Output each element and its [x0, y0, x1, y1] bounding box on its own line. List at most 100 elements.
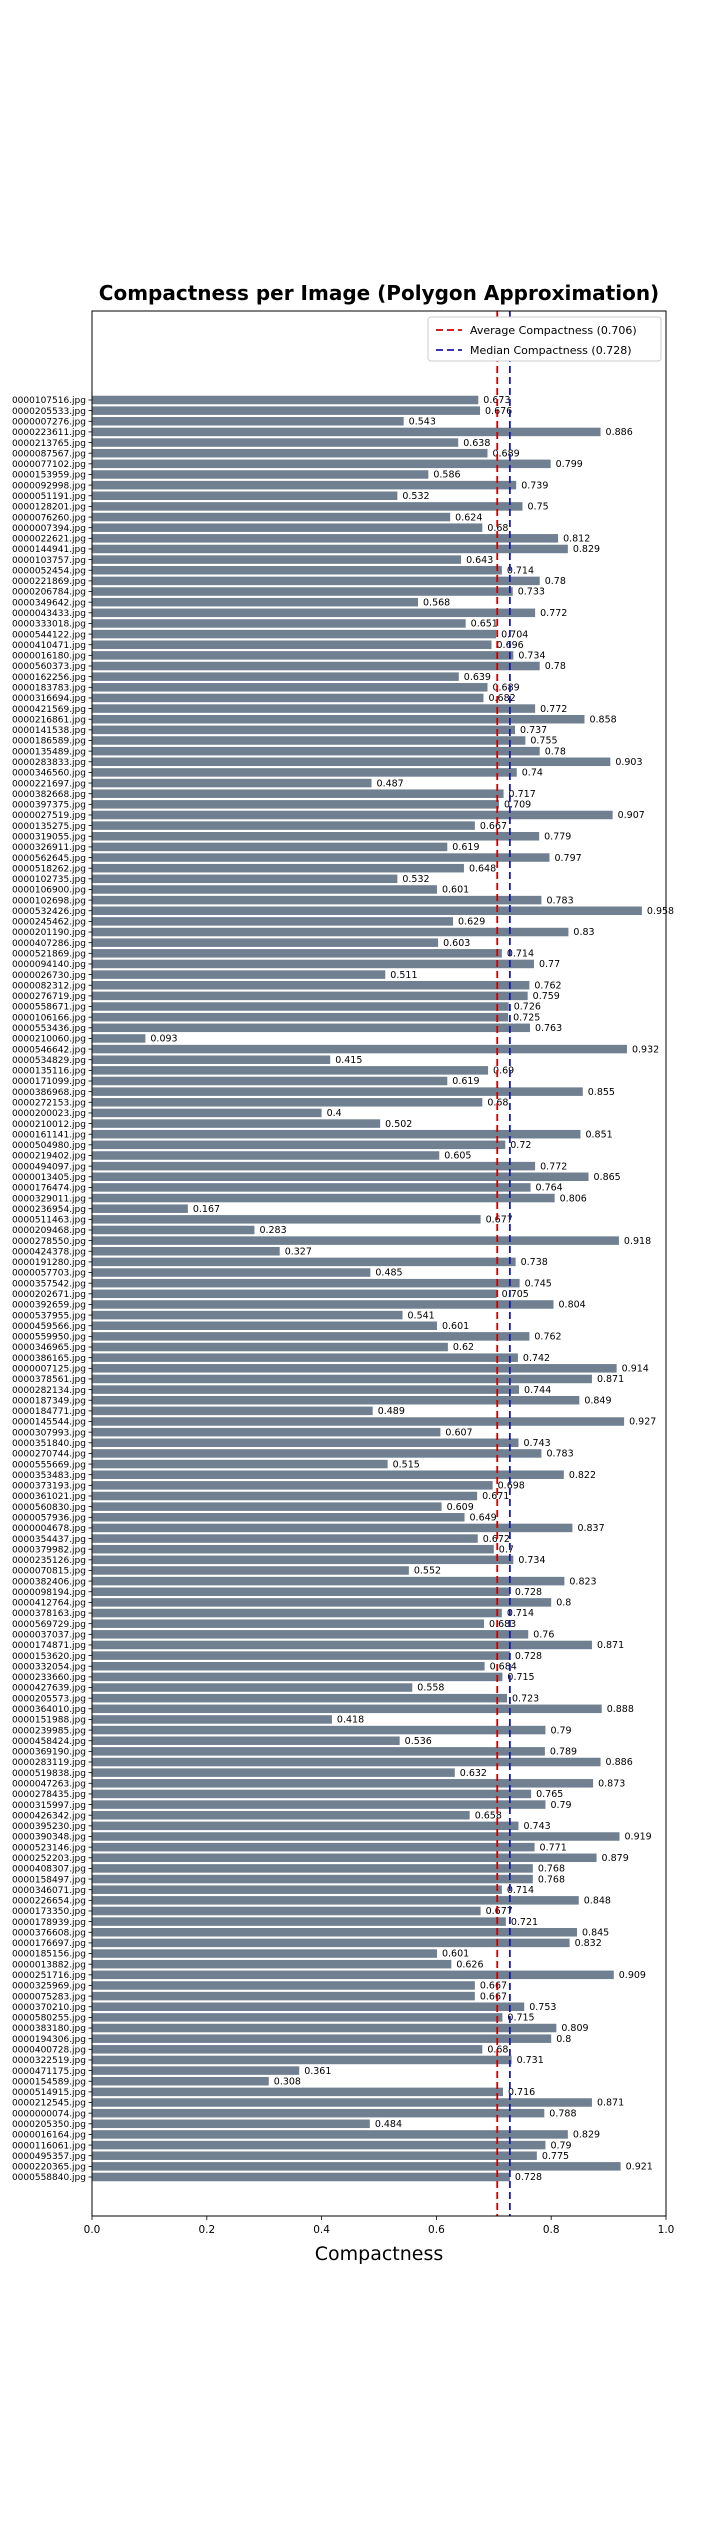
bar [92, 470, 429, 479]
bar-value-label: 0.772 [540, 608, 567, 619]
category-tick-label: 0000283833.jpg [12, 758, 86, 768]
bar [92, 980, 530, 990]
category-tick-label: 0000216861.jpg [12, 715, 86, 725]
bar [92, 1725, 546, 1735]
category-tick-label: 0000386968.jpg [12, 1088, 86, 1098]
bar-value-label: 0.484 [375, 2119, 402, 2130]
bar-value-label: 0.728 [515, 2172, 542, 2183]
bar [92, 2045, 483, 2054]
category-tick-label: 0000319055.jpg [12, 832, 86, 842]
bar-value-label: 0.871 [597, 2098, 624, 2109]
bar-value-label: 0.865 [594, 1172, 621, 1183]
category-tick-label: 0000307993.jpg [12, 1428, 86, 1438]
category-tick-label: 0000382668.jpg [12, 790, 86, 800]
bar-value-label: 0.689 [492, 683, 519, 694]
bar [92, 1683, 413, 1692]
category-tick-label: 0000221697.jpg [12, 779, 86, 789]
category-tick-label: 0000200023.jpg [12, 1109, 86, 1119]
category-tick-label: 0000183783.jpg [12, 684, 86, 694]
category-tick-label: 0000153959.jpg [12, 471, 86, 481]
bar [92, 1225, 255, 1235]
bar [92, 2076, 269, 2086]
bar-value-label: 0.327 [285, 1246, 312, 1257]
category-tick-label: 0000235126.jpg [12, 1556, 86, 1566]
bar-value-label: 0.511 [390, 970, 417, 981]
category-tick-label: 0000171099.jpg [12, 1077, 86, 1087]
bar [92, 1832, 620, 1841]
bar [92, 1491, 478, 1501]
bar-value-label: 0.921 [626, 2162, 653, 2173]
category-tick-label: 0000471175.jpg [12, 2067, 86, 2077]
category-tick-label: 0000559950.jpg [12, 1333, 86, 1343]
bar [92, 1853, 597, 1863]
category-tick-label: 0000052454.jpg [12, 566, 86, 576]
category-tick-label: 0000282134.jpg [12, 1386, 86, 1396]
bar [92, 1608, 502, 1618]
bar [92, 523, 483, 532]
category-tick-label: 0000135489.jpg [12, 747, 86, 757]
category-tick-label: 0000187349.jpg [12, 1396, 86, 1406]
bar [92, 1800, 546, 1809]
bar-value-label: 0.772 [540, 1161, 567, 1172]
bar-value-label: 0.855 [588, 1087, 615, 1098]
category-tick-label: 0000569729.jpg [12, 1620, 86, 1630]
bar-value-label: 0.643 [466, 555, 493, 566]
bar [92, 438, 459, 447]
bar-value-label: 0.624 [455, 512, 482, 523]
bar-value-label: 0.667 [480, 821, 507, 832]
category-tick-label: 0000098194.jpg [12, 1588, 86, 1598]
bar [92, 1066, 489, 1075]
bar-value-label: 0.515 [393, 1459, 420, 1470]
bar [92, 1321, 437, 1330]
bar-value-label: 0.607 [445, 1427, 472, 1438]
bar-value-label: 0.764 [536, 1183, 563, 1194]
bar-value-label: 0.788 [549, 2108, 576, 2119]
bar [92, 1449, 542, 1458]
bar-value-label: 0.648 [469, 863, 496, 874]
bar [92, 1417, 625, 1426]
category-tick-label: 0000325969.jpg [12, 1982, 86, 1992]
bar-value-label: 0.716 [508, 2087, 535, 2098]
bar [92, 1427, 441, 1437]
bar-value-label: 0.709 [504, 800, 531, 811]
category-tick-label: 0000245462.jpg [12, 918, 86, 928]
bar-value-label: 0.69 [493, 1066, 514, 1077]
bar-value-label: 0.837 [577, 1523, 604, 1534]
category-tick-label: 0000107516.jpg [12, 396, 86, 406]
category-tick-label: 0000278550.jpg [12, 1237, 86, 1247]
category-tick-label: 0000047263.jpg [12, 1779, 86, 1789]
bar-value-label: 0.167 [193, 1204, 220, 1215]
bar-value-label: 0.689 [492, 448, 519, 459]
bar-value-label: 0.829 [573, 544, 600, 555]
bar-value-label: 0.731 [517, 2055, 544, 2066]
category-tick-label: 0000361021.jpg [12, 1492, 86, 1502]
bar-value-label: 0.601 [442, 885, 469, 896]
bar-value-label: 0.502 [385, 1119, 412, 1130]
category-tick-label: 0000233660.jpg [12, 1673, 86, 1683]
bar [92, 1864, 533, 1873]
bar [92, 1140, 506, 1150]
bar [92, 778, 372, 788]
category-tick-label: 0000092998.jpg [12, 481, 86, 491]
bar-value-label: 0.68 [487, 523, 508, 534]
bar-value-label: 0.705 [502, 1289, 529, 1300]
bar-value-label: 0.79 [550, 1800, 571, 1811]
bar-value-label: 0.744 [524, 1385, 551, 1396]
bar-value-label: 0.932 [632, 1044, 659, 1055]
bar [92, 789, 504, 798]
bar-value-label: 0.093 [150, 1034, 177, 1045]
x-tick-label: 0.0 [84, 2224, 101, 2236]
bar [92, 1587, 510, 1597]
category-tick-label: 0000322519.jpg [12, 2056, 86, 2066]
bar [92, 1098, 483, 1107]
bar [92, 746, 540, 756]
bar-value-label: 0.918 [624, 1236, 651, 1247]
bar [92, 1906, 481, 1916]
bar-value-label: 0.626 [456, 1959, 483, 1970]
bar [92, 1193, 555, 1203]
category-tick-label: 0000213765.jpg [12, 439, 86, 449]
bar-value-label: 0.532 [402, 491, 429, 502]
bar [92, 1364, 617, 1373]
bar [92, 1630, 529, 1639]
category-tick-label: 0000016164.jpg [12, 2131, 86, 2141]
